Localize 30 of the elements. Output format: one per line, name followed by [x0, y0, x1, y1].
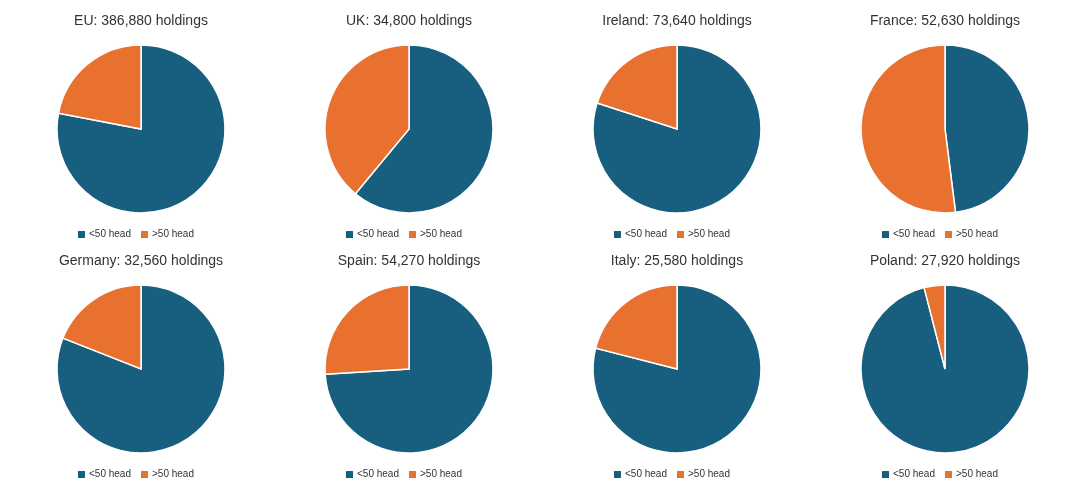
pie-slice	[56, 44, 226, 214]
legend-label: <50 head	[357, 228, 399, 239]
legend-label: >50 head	[152, 468, 194, 479]
chart-title: France: 52,630 holdings	[868, 11, 1022, 30]
pie-slice	[592, 284, 762, 454]
legend-label: <50 head	[893, 468, 935, 479]
chart-title: Ireland: 73,640 holdings	[601, 11, 753, 30]
legend-label: <50 head	[625, 228, 667, 239]
legend-label: >50 head	[420, 228, 462, 239]
legend-label: <50 head	[357, 468, 399, 479]
legend-label: <50 head	[89, 468, 131, 479]
chart-title: EU: 386,880 holdings	[73, 11, 209, 30]
pie-slice	[860, 284, 1030, 454]
legend-label: <50 head	[625, 468, 667, 479]
legend-label: <50 head	[893, 228, 935, 239]
chart-title: Poland: 27,920 holdings	[868, 251, 1022, 270]
legend-label: >50 head	[956, 468, 998, 479]
legend-label: >50 head	[152, 228, 194, 239]
legend-label: >50 head	[956, 228, 998, 239]
legend-label: <50 head	[89, 228, 131, 239]
pie-slice	[56, 284, 226, 454]
legend-label: >50 head	[420, 468, 462, 479]
pie-slice	[592, 44, 762, 214]
chart-title: Germany: 32,560 holdings	[57, 251, 225, 270]
chart-title: Italy: 25,580 holdings	[609, 251, 745, 270]
legend-label: >50 head	[688, 468, 730, 479]
chart-title: UK: 34,800 holdings	[344, 11, 474, 30]
chart-title: Spain: 54,270 holdings	[336, 251, 482, 270]
pie-slice	[324, 284, 494, 454]
legend-label: >50 head	[688, 228, 730, 239]
